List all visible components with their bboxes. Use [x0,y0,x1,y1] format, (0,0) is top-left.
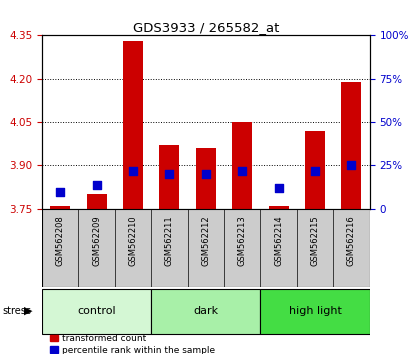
Bar [160,145,179,209]
Bar [232,122,252,209]
Bar [196,148,216,209]
Bar [87,194,107,209]
Bar [260,289,370,334]
Point [348,163,355,169]
Text: high light: high light [289,306,341,315]
Point [202,171,209,177]
Text: stress: stress [2,306,31,315]
Legend: transformed count, percentile rank within the sample: transformed count, percentile rank withi… [47,330,218,354]
Text: GSM562213: GSM562213 [238,215,247,266]
Bar [341,82,362,209]
Text: GSM562209: GSM562209 [92,215,101,266]
Text: GSM562210: GSM562210 [129,215,137,266]
Point [130,168,136,173]
Point [166,171,173,177]
Text: ▶: ▶ [24,306,32,315]
Bar [50,206,70,209]
Bar [269,206,289,209]
Text: GSM562211: GSM562211 [165,215,174,266]
Bar [42,289,151,334]
Bar [151,289,260,334]
Point [93,182,100,187]
Bar [123,41,143,209]
Text: GSM562214: GSM562214 [274,215,283,266]
Text: dark: dark [193,306,218,315]
Point [312,168,318,173]
Text: GSM562215: GSM562215 [310,215,320,266]
Bar [305,131,325,209]
Text: GSM562208: GSM562208 [56,215,65,266]
Title: GDS3933 / 265582_at: GDS3933 / 265582_at [133,21,279,34]
Text: control: control [77,306,116,315]
Point [239,168,246,173]
Text: GSM562216: GSM562216 [347,215,356,266]
Point [275,185,282,191]
Point [57,189,63,194]
Text: GSM562212: GSM562212 [201,215,210,266]
